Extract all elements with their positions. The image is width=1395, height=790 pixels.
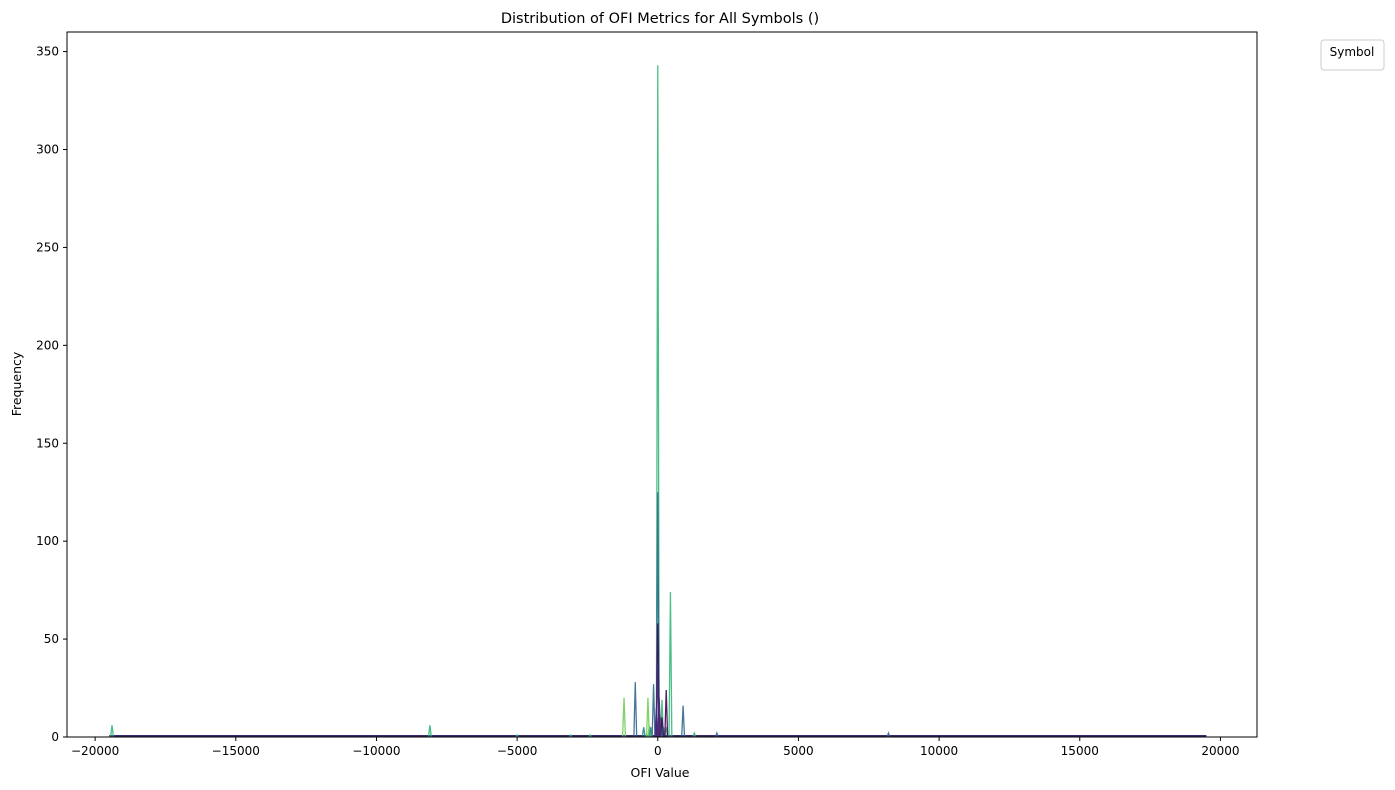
series-0-peak-2	[515, 733, 520, 738]
legend: Symbol	[1320, 39, 1385, 71]
series-3-peak-0	[641, 727, 646, 738]
y-tick-label: 350	[36, 45, 59, 59]
chart-title: Distribution of OFI Metrics for All Symb…	[501, 11, 819, 27]
series-4-peak-1	[664, 689, 669, 738]
x-tick-label: 5000	[783, 744, 814, 758]
series-0	[109, 65, 697, 738]
x-axis-label: OFI Value	[630, 765, 689, 780]
series-4-peak-2	[659, 717, 665, 738]
series-1-peak-1	[645, 697, 650, 738]
x-tick-label: −10000	[352, 744, 400, 758]
series-0-peak-1	[427, 725, 432, 738]
series-2-peak-0	[633, 682, 638, 738]
series-5-peak-1	[657, 697, 662, 738]
x-tick-label: 15000	[1061, 744, 1099, 758]
plot-area	[66, 31, 1258, 738]
series-0-peak-9	[692, 731, 697, 738]
series-2-peak-5	[886, 731, 891, 738]
y-tick-label: 250	[36, 240, 59, 254]
y-tick-label: 300	[36, 143, 59, 157]
x-tick-label: 20000	[1201, 744, 1239, 758]
legend-box	[1320, 39, 1385, 71]
y-tick-label: 0	[51, 730, 59, 744]
x-tick-label: 10000	[920, 744, 958, 758]
series-1-peak-0	[621, 697, 627, 738]
axes-frame	[66, 31, 1258, 738]
legend-title: Symbol	[1330, 45, 1375, 59]
series-0-peak-5	[655, 65, 660, 738]
series-5	[654, 662, 662, 738]
x-tick-label: −5000	[497, 744, 538, 758]
series-0-peak-3	[568, 733, 573, 738]
series-0-peak-8	[668, 592, 673, 738]
y-tick-label: 200	[36, 338, 59, 352]
x-tick-label: −15000	[212, 744, 260, 758]
series-0-peak-4	[588, 733, 593, 738]
series-2-peak-1	[651, 684, 656, 738]
series-3-peak-1	[648, 727, 653, 738]
x-axis: −20000 −15000 −10000 −5000 0 5000 10000 15000 20…	[71, 737, 1240, 758]
x-tick-label: −20000	[71, 744, 119, 758]
series-2	[633, 492, 891, 738]
y-axis-label: Frequency	[9, 351, 24, 416]
series-2-peak-4	[714, 731, 719, 738]
y-tick-label: 100	[36, 534, 59, 548]
y-tick-label: 150	[36, 436, 59, 450]
y-axis: 0 50 100 150 200 250 300 350	[36, 45, 67, 744]
y-tick-label: 50	[44, 632, 59, 646]
series-0-peak-0	[109, 725, 115, 738]
series-2-peak-3	[681, 705, 686, 738]
x-tick-label: 0	[654, 744, 662, 758]
series-5-peak-2	[654, 707, 659, 738]
